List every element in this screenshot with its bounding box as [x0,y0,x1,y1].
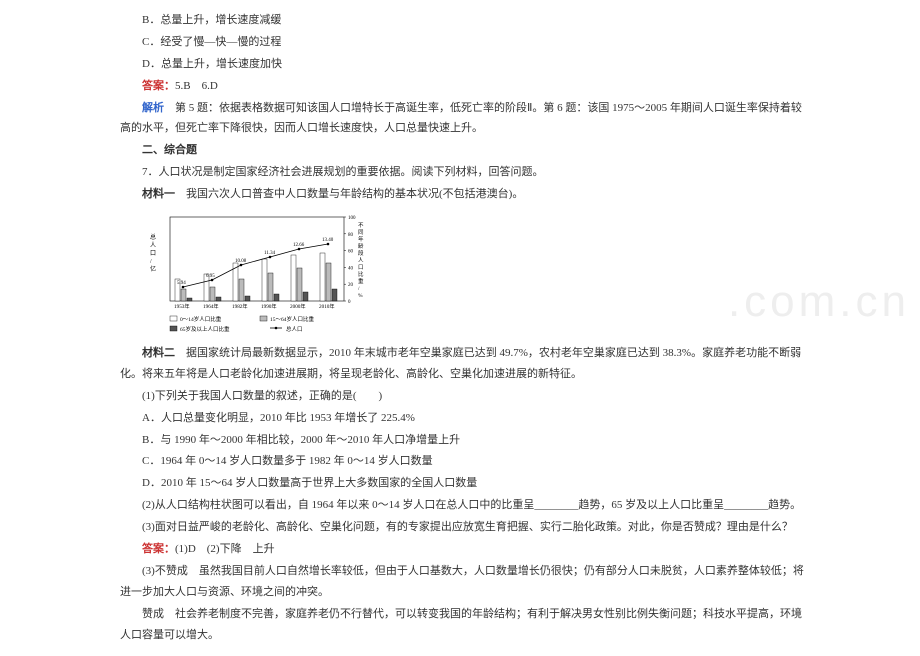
svg-text:65岁及以上人口比重: 65岁及以上人口比重 [180,325,230,333]
q7-1-b: B．与 1990 年～2000 年相比较，2000 年～2010 年人口净增量上… [120,430,810,451]
answer-7: 答案：(1)D (2)下降 上升 [120,539,810,560]
q7-1-d: D．2010 年 15～64 岁人口数量高于世界上大多数国家的全国人口数量 [120,473,810,494]
svg-text:13.40: 13.40 [322,238,334,243]
svg-text:口: 口 [358,264,364,271]
answer-7-label: 答案： [142,543,175,555]
svg-text:%: % [358,293,363,299]
svg-text:60: 60 [348,250,354,255]
svg-text:100: 100 [348,216,356,221]
svg-text:1953年: 1953年 [174,302,190,310]
svg-text:0～14岁人口比重: 0～14岁人口比重 [180,315,222,323]
material-2: 材料二 据国家统计局最新数据显示，2010 年末城市老年空巢家庭已达到 49.7… [120,343,810,385]
material-1-text: 我国六次人口普查中人口数量与年龄结构的基本状况(不包括港澳台)。 [175,188,523,200]
option-b: B．总量上升，增长速度减缓 [120,10,810,31]
svg-text:不: 不 [358,222,364,229]
q7-1-a: A．人口总量变化明显，2010 年比 1953 年增长了 225.4% [120,408,810,429]
answer-text: 5.B 6.D [175,80,218,92]
svg-text:15～64岁人口比重: 15～64岁人口比重 [270,315,315,323]
svg-text:口: 口 [150,250,156,257]
analysis-block: 解析 第 5 题：依据表格数据可知该国人口增特长于高诞生率，低死亡率的阶段Ⅱ。第… [120,98,810,140]
material-1-label: 材料一 [142,188,175,200]
q7-1-c: C．1964 年 0～14 岁人口数量多于 1982 年 0～14 岁人口数量 [120,451,810,472]
svg-text:11.34: 11.34 [264,251,276,256]
svg-text:1982年: 1982年 [232,302,248,310]
answer-7-text: (1)D (2)下降 上升 [175,543,275,555]
option-c: C．经受了慢—快—慢的过程 [120,32,810,53]
analysis-label: 解析 [142,102,164,114]
q7-3: (3)面对日益严峻的老龄化、高龄化、空巢化问题，有的专家提出应放宽生育把握、实行… [120,517,810,538]
svg-text:总人口: 总人口 [286,325,303,333]
svg-text:年: 年 [358,235,364,243]
svg-text:40: 40 [348,266,354,271]
svg-text:1964年: 1964年 [203,302,219,310]
svg-text:80: 80 [348,233,354,238]
svg-text:/: / [358,286,360,292]
section-2-title: 二、综合题 [120,140,810,161]
svg-text:5.94: 5.94 [177,281,186,286]
material-2-text: 据国家统计局最新数据显示，2010 年末城市老年空巢家庭已达到 49.7%，农村… [120,347,801,380]
answer-5-6: 答案：5.B 6.D [120,76,810,97]
population-chart: 0 20 40 60 80 100 5.94 1953年 6.95 1964年 10.08 1982年… [142,209,372,339]
material-2-label: 材料二 [142,347,175,359]
svg-text:段: 段 [358,249,364,257]
q7-stem: 7．人口状况是制定国家经济社会进展规划的重要依据。阅读下列材料，回答问题。 [120,162,810,183]
svg-text:2010年: 2010年 [319,302,335,310]
svg-text:1990年: 1990年 [261,302,277,310]
q7-2: (2)从人口结构柱状图可以看出，自 1964 年以来 0～14 岁人口在总人口中… [120,495,810,516]
material-1: 材料一 我国六次人口普查中人口数量与年龄结构的基本状况(不包括港澳台)。 [120,184,810,205]
option-d: D．总量上升，增长速度加快 [120,54,810,75]
svg-text:2000年: 2000年 [290,302,306,310]
svg-text:总: 总 [150,233,156,241]
svg-text:同: 同 [358,229,364,236]
svg-text:龄: 龄 [358,242,364,250]
svg-text:0: 0 [348,300,351,305]
answer-7-3b: 赞成 社会养老制度不完善，家庭养老仍不行替代，可以转变我国的年龄结构；有利于解决… [120,604,810,646]
svg-text:12.66: 12.66 [293,243,305,248]
answer-label: 答案： [142,80,175,92]
svg-text:20: 20 [348,283,354,288]
svg-text:亿: 亿 [150,265,156,273]
svg-text:比: 比 [358,270,364,278]
svg-text:重: 重 [358,277,364,285]
svg-text:人: 人 [150,242,156,249]
answer-7-3a: (3)不赞成 虽然我国目前人口自然增长率较低，但由于人口基数大，人口数量增长仍很… [120,561,810,603]
svg-text:/: / [150,259,152,265]
svg-text:10.08: 10.08 [235,259,247,264]
q7-1-stem: (1)下列关于我国人口数量的叙述，正确的是( ) [120,386,810,407]
svg-text:6.95: 6.95 [206,274,215,279]
svg-text:人: 人 [358,257,364,264]
analysis-text: 第 5 题：依据表格数据可知该国人口增特长于高诞生率，低死亡率的阶段Ⅱ。第 6 … [120,102,802,135]
